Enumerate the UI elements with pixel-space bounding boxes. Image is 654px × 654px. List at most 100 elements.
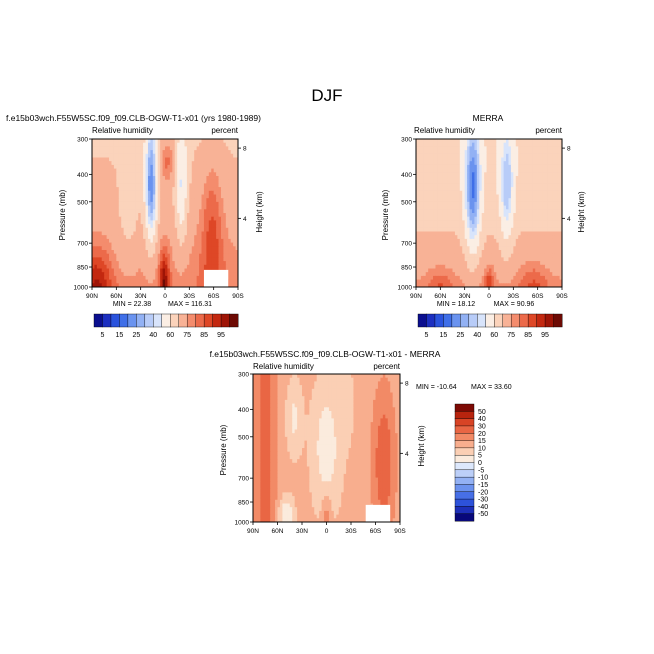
- contour-cell: [552, 250, 556, 255]
- contour-cell: [476, 168, 480, 173]
- contour-cell: [479, 272, 483, 277]
- contour-cell: [94, 242, 98, 247]
- colorbar-label: 75: [507, 332, 515, 339]
- contour-cell: [489, 150, 492, 155]
- contour-cell: [506, 283, 509, 288]
- contour-cell: [111, 150, 115, 155]
- contour-cell: [111, 246, 115, 251]
- contour-cell: [557, 264, 561, 269]
- contour-cell: [445, 150, 449, 155]
- contour-cell: [220, 142, 224, 147]
- contour-cell: [506, 227, 509, 232]
- contour-cell: [425, 183, 429, 188]
- contour-cell: [479, 176, 483, 181]
- contour-cell: [501, 179, 505, 184]
- contour-cell: [216, 205, 220, 210]
- contour-cell: [486, 235, 490, 240]
- contour-cell: [479, 268, 483, 273]
- contour-cell: [440, 164, 444, 170]
- contour-cell: [123, 194, 127, 199]
- contour-cell: [503, 187, 507, 192]
- contour-cell: [442, 231, 446, 236]
- contour-cell: [493, 250, 497, 255]
- contour-cell: [423, 242, 427, 247]
- contour-cell: [498, 261, 502, 266]
- contour-cell: [147, 238, 151, 244]
- contour-cell: [172, 272, 176, 277]
- contour-cell: [174, 250, 178, 255]
- contour-cell: [145, 205, 149, 210]
- contour-cell: [501, 242, 505, 247]
- contour-cell: [233, 190, 237, 195]
- contour-cell: [133, 257, 137, 262]
- contour-cell: [513, 253, 517, 258]
- contour-cell: [160, 198, 164, 203]
- contour-cell: [135, 142, 139, 147]
- contour-cell: [471, 209, 475, 214]
- contour-cell: [206, 194, 210, 199]
- contour-cell: [467, 275, 471, 281]
- contour-cell: [140, 161, 144, 166]
- contour-cell: [479, 153, 483, 158]
- contour-cell: [501, 257, 505, 262]
- contour-cell: [109, 150, 112, 155]
- contour-cell: [540, 161, 544, 166]
- contour-cell: [454, 213, 458, 218]
- contour-cell: [496, 172, 500, 177]
- contour-cell: [442, 161, 446, 166]
- contour-cell: [535, 198, 539, 203]
- contour-cell: [428, 142, 432, 147]
- contour-cell: [201, 220, 205, 225]
- contour-cell: [174, 264, 178, 269]
- contour-cell: [437, 257, 441, 262]
- contour-cell: [135, 187, 139, 192]
- contour-cell: [123, 227, 127, 232]
- contour-cell: [199, 157, 202, 162]
- contour-cell: [527, 190, 531, 195]
- contour-cell: [540, 153, 544, 158]
- colorbar-label: 25: [132, 332, 140, 339]
- contour-cell: [147, 231, 151, 236]
- contour-cell: [147, 157, 151, 162]
- contour-cell: [233, 150, 237, 155]
- contour-cell: [216, 157, 220, 162]
- contour-cell: [542, 153, 546, 158]
- contour-cell: [96, 161, 100, 166]
- contour-cell: [515, 198, 519, 203]
- contour-cell: [99, 268, 103, 273]
- contour-cell: [196, 253, 200, 258]
- contour-cell: [140, 279, 144, 284]
- contour-cell: [143, 209, 147, 214]
- contour-cell: [557, 224, 561, 229]
- contour-cell: [201, 161, 205, 166]
- contour-cell: [520, 220, 524, 225]
- contour-cell: [498, 235, 502, 240]
- contour-cell: [155, 153, 159, 158]
- contour-cell: [206, 264, 210, 269]
- contour-cell: [418, 209, 422, 214]
- contour-cell: [513, 264, 517, 269]
- contour-cell: [447, 157, 451, 162]
- contour-cell: [160, 172, 164, 177]
- contour-cell: [491, 194, 495, 199]
- contour-cell: [523, 150, 526, 155]
- contour-cell: [152, 187, 156, 192]
- contour-cell: [450, 231, 453, 236]
- contour-cell: [228, 194, 232, 199]
- contour-cell: [160, 190, 164, 195]
- contour-cell: [510, 157, 514, 162]
- contour-cell: [260, 374, 264, 379]
- contour-cell: [527, 246, 531, 251]
- contour-cell: [474, 246, 478, 251]
- contour-cell: [542, 139, 546, 144]
- contour-cell: [420, 146, 424, 151]
- contour-cell: [457, 139, 461, 144]
- contour-cell: [542, 257, 546, 262]
- contour-cell: [220, 157, 224, 162]
- contour-cell: [143, 187, 147, 192]
- contour-cell: [440, 242, 444, 247]
- contour-cell: [233, 261, 237, 266]
- contour-cell: [143, 246, 147, 251]
- contour-cell: [428, 220, 432, 225]
- contour-cell: [420, 187, 424, 192]
